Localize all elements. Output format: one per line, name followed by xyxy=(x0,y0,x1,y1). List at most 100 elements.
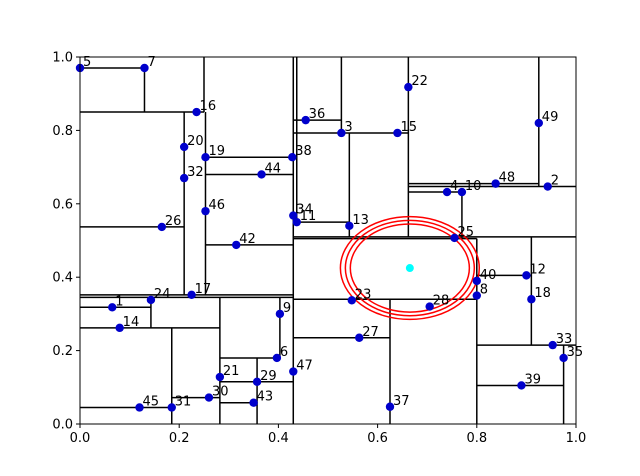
data-point xyxy=(337,128,346,138)
data-point xyxy=(252,377,262,386)
point-label: 19 xyxy=(208,144,225,159)
point-label: 48 xyxy=(499,171,516,186)
point-label: 14 xyxy=(123,315,140,330)
point-label: 18 xyxy=(534,286,551,301)
data-point xyxy=(385,402,395,411)
partition-lines xyxy=(80,57,576,424)
point-label: 49 xyxy=(542,110,559,125)
data-point xyxy=(292,217,301,227)
x-tick-label: 0.4 xyxy=(268,431,289,446)
y-tick-label: 1.0 xyxy=(52,51,73,66)
x-axis: 0.0 0.2 0.4 0.6 0.8 1.0 xyxy=(70,424,587,446)
point-label: 29 xyxy=(260,369,277,384)
point-label: 21 xyxy=(223,364,240,379)
y-axis: 0.0 0.2 0.4 0.6 0.8 1.0 xyxy=(52,51,80,433)
point-label: 33 xyxy=(556,332,573,347)
point-label: 11 xyxy=(300,209,317,224)
point-label: 26 xyxy=(165,214,182,229)
point-label: 35 xyxy=(567,345,584,360)
data-point xyxy=(347,296,357,305)
plot-frame xyxy=(79,56,577,425)
point-label: 2 xyxy=(551,174,559,189)
data-point xyxy=(157,222,167,232)
data-points xyxy=(75,63,568,412)
x-tick-label: 0.8 xyxy=(466,431,487,446)
point-label: 8 xyxy=(480,283,488,298)
data-point xyxy=(404,82,413,92)
highlight-circle xyxy=(349,223,471,313)
point-label: 44 xyxy=(265,161,282,176)
data-point xyxy=(275,309,285,319)
data-point xyxy=(257,170,266,179)
data-point xyxy=(179,142,189,152)
data-point xyxy=(249,398,258,407)
point-label: 43 xyxy=(257,390,274,405)
point-label: 28 xyxy=(433,294,450,309)
point-label: 40 xyxy=(480,268,497,283)
point-label: 17 xyxy=(195,282,212,297)
point-label: 31 xyxy=(175,394,192,409)
y-tick-label: 0.0 xyxy=(52,418,73,433)
x-tick-label: 0.0 xyxy=(70,431,91,446)
point-label: 13 xyxy=(352,213,369,228)
point-label: 12 xyxy=(529,262,546,277)
data-point xyxy=(108,303,117,312)
data-point xyxy=(522,271,531,280)
data-point xyxy=(393,128,402,138)
data-point xyxy=(140,63,149,73)
y-tick-label: 0.2 xyxy=(52,344,73,359)
point-label: 23 xyxy=(355,287,372,302)
data-point xyxy=(167,403,176,412)
data-point xyxy=(527,295,536,304)
point-label: 6 xyxy=(280,345,288,360)
data-point xyxy=(450,233,459,243)
point-label: 42 xyxy=(239,232,256,247)
data-point xyxy=(534,118,543,128)
point-label: 24 xyxy=(154,287,171,302)
y-tick-label: 0.4 xyxy=(52,271,73,286)
data-point xyxy=(301,115,310,125)
point-label: 7 xyxy=(147,55,155,70)
point-label: 34 xyxy=(296,203,313,218)
highlight-circle xyxy=(339,215,481,321)
point-label: 39 xyxy=(524,372,541,387)
data-point xyxy=(543,182,552,191)
data-point xyxy=(115,323,124,333)
data-point xyxy=(135,403,144,412)
data-point xyxy=(289,211,298,220)
data-point xyxy=(491,179,500,188)
data-point xyxy=(457,187,467,197)
point-label: 4 xyxy=(450,179,458,194)
query-center-point xyxy=(405,264,414,273)
x-tick-label: 0.6 xyxy=(367,431,388,446)
point-label: 38 xyxy=(295,144,312,159)
data-point xyxy=(187,290,196,300)
data-point xyxy=(425,302,434,311)
point-label: 25 xyxy=(457,225,474,240)
data-point xyxy=(201,152,210,162)
data-point xyxy=(146,295,156,305)
x-tick-label: 0.2 xyxy=(169,431,190,446)
x-tick-label: 1.0 xyxy=(566,431,587,446)
point-label: 1 xyxy=(115,294,123,309)
y-tick-label: 0.6 xyxy=(52,197,73,212)
point-label: 20 xyxy=(187,134,204,149)
point-label: 3 xyxy=(344,120,352,135)
data-point xyxy=(548,340,557,350)
data-point xyxy=(345,221,354,231)
data-point xyxy=(215,372,225,382)
point-label: 46 xyxy=(208,198,225,213)
point-label: 37 xyxy=(393,394,410,409)
data-point xyxy=(204,393,214,402)
data-point xyxy=(472,276,481,286)
y-tick-label: 0.8 xyxy=(52,124,73,139)
point-label: 36 xyxy=(309,107,326,122)
point-label: 32 xyxy=(187,165,204,180)
data-point xyxy=(472,291,481,300)
data-point xyxy=(289,367,298,376)
point-label: 47 xyxy=(296,359,313,374)
highlight-circles xyxy=(339,215,481,321)
data-point xyxy=(272,353,282,363)
